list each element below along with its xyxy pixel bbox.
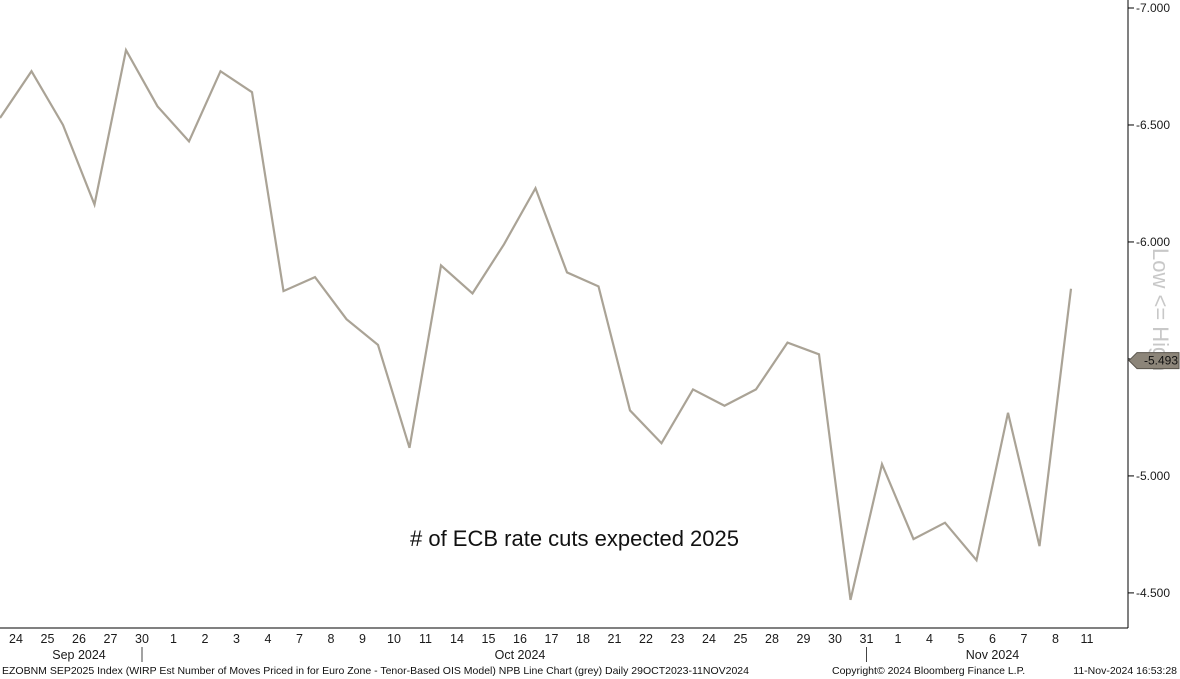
x-tick-label: 25 (41, 632, 55, 646)
x-tick-label: 2 (202, 632, 209, 646)
footer-copyright: Copyright© 2024 Bloomberg Finance L.P. (832, 665, 1025, 677)
x-tick-label: 14 (450, 632, 464, 646)
x-tick-label: 22 (639, 632, 653, 646)
x-tick-label: 5 (958, 632, 965, 646)
x-tick-label: 16 (513, 632, 527, 646)
x-tick-label: 1 (170, 632, 177, 646)
x-tick-label: 24 (702, 632, 716, 646)
x-tick-label: 7 (1021, 632, 1028, 646)
last-value-badge: -5.493 (1128, 352, 1180, 370)
x-tick-label: 10 (387, 632, 401, 646)
month-label: Nov 2024 (966, 648, 1020, 662)
y-tick-label: -5.000 (1136, 469, 1170, 483)
x-tick-label: 11 (419, 632, 432, 646)
x-tick-label: 8 (1052, 632, 1059, 646)
x-tick-label: 4 (926, 632, 933, 646)
x-tick-label: 23 (671, 632, 685, 646)
x-tick-label: 30 (828, 632, 842, 646)
series-line (0, 46, 1073, 601)
y-tick-label: -4.500 (1136, 586, 1170, 600)
x-tick-label: 28 (765, 632, 779, 646)
x-tick-label: 27 (104, 632, 118, 646)
x-tick-label: 7 (296, 632, 303, 646)
axes: 24 25 26 27 30 1 2 3 4 7 8 9 10 11 14 15 16 17 18 21 22 23 24 2… (0, 0, 1170, 662)
chart-annotation: # of ECB rate cuts expected 2025 (410, 526, 739, 551)
x-tick-label: 11 (1081, 632, 1094, 646)
side-label: Low <= High (1148, 248, 1173, 372)
last-value-marker (1128, 352, 1180, 370)
footer-description: EZOBNM SEP2025 Index (WIRP Est Number of… (2, 665, 749, 677)
y-tick-label: -6.500 (1136, 118, 1170, 132)
x-tick-label: 24 (9, 632, 23, 646)
x-tick-label: 3 (233, 632, 240, 646)
x-tick-label: 6 (989, 632, 996, 646)
y-tick-label: -7.000 (1136, 1, 1170, 15)
x-tick-label: 25 (734, 632, 748, 646)
x-tick-label: 9 (359, 632, 366, 646)
x-tick-label: 1 (895, 632, 902, 646)
y-tick-label: -6.000 (1136, 235, 1170, 249)
month-label: Oct 2024 (495, 648, 546, 662)
x-tick-label: 4 (265, 632, 272, 646)
x-tick-label: 21 (608, 632, 622, 646)
x-tick-label: 18 (576, 632, 590, 646)
x-tick-label: 29 (797, 632, 811, 646)
x-tick-label: 17 (545, 632, 559, 646)
x-tick-label: 8 (328, 632, 335, 646)
x-tick-label: 30 (135, 632, 149, 646)
footer-timestamp: 11-Nov-2024 16:53:28 (1073, 665, 1177, 677)
x-tick-label: 15 (482, 632, 496, 646)
x-tick-label: 26 (72, 632, 86, 646)
month-label: Sep 2024 (52, 648, 106, 662)
plot-area (0, 46, 1073, 601)
last-value-label: -5.493 (1144, 354, 1178, 368)
x-tick-label: 31 (860, 632, 874, 646)
